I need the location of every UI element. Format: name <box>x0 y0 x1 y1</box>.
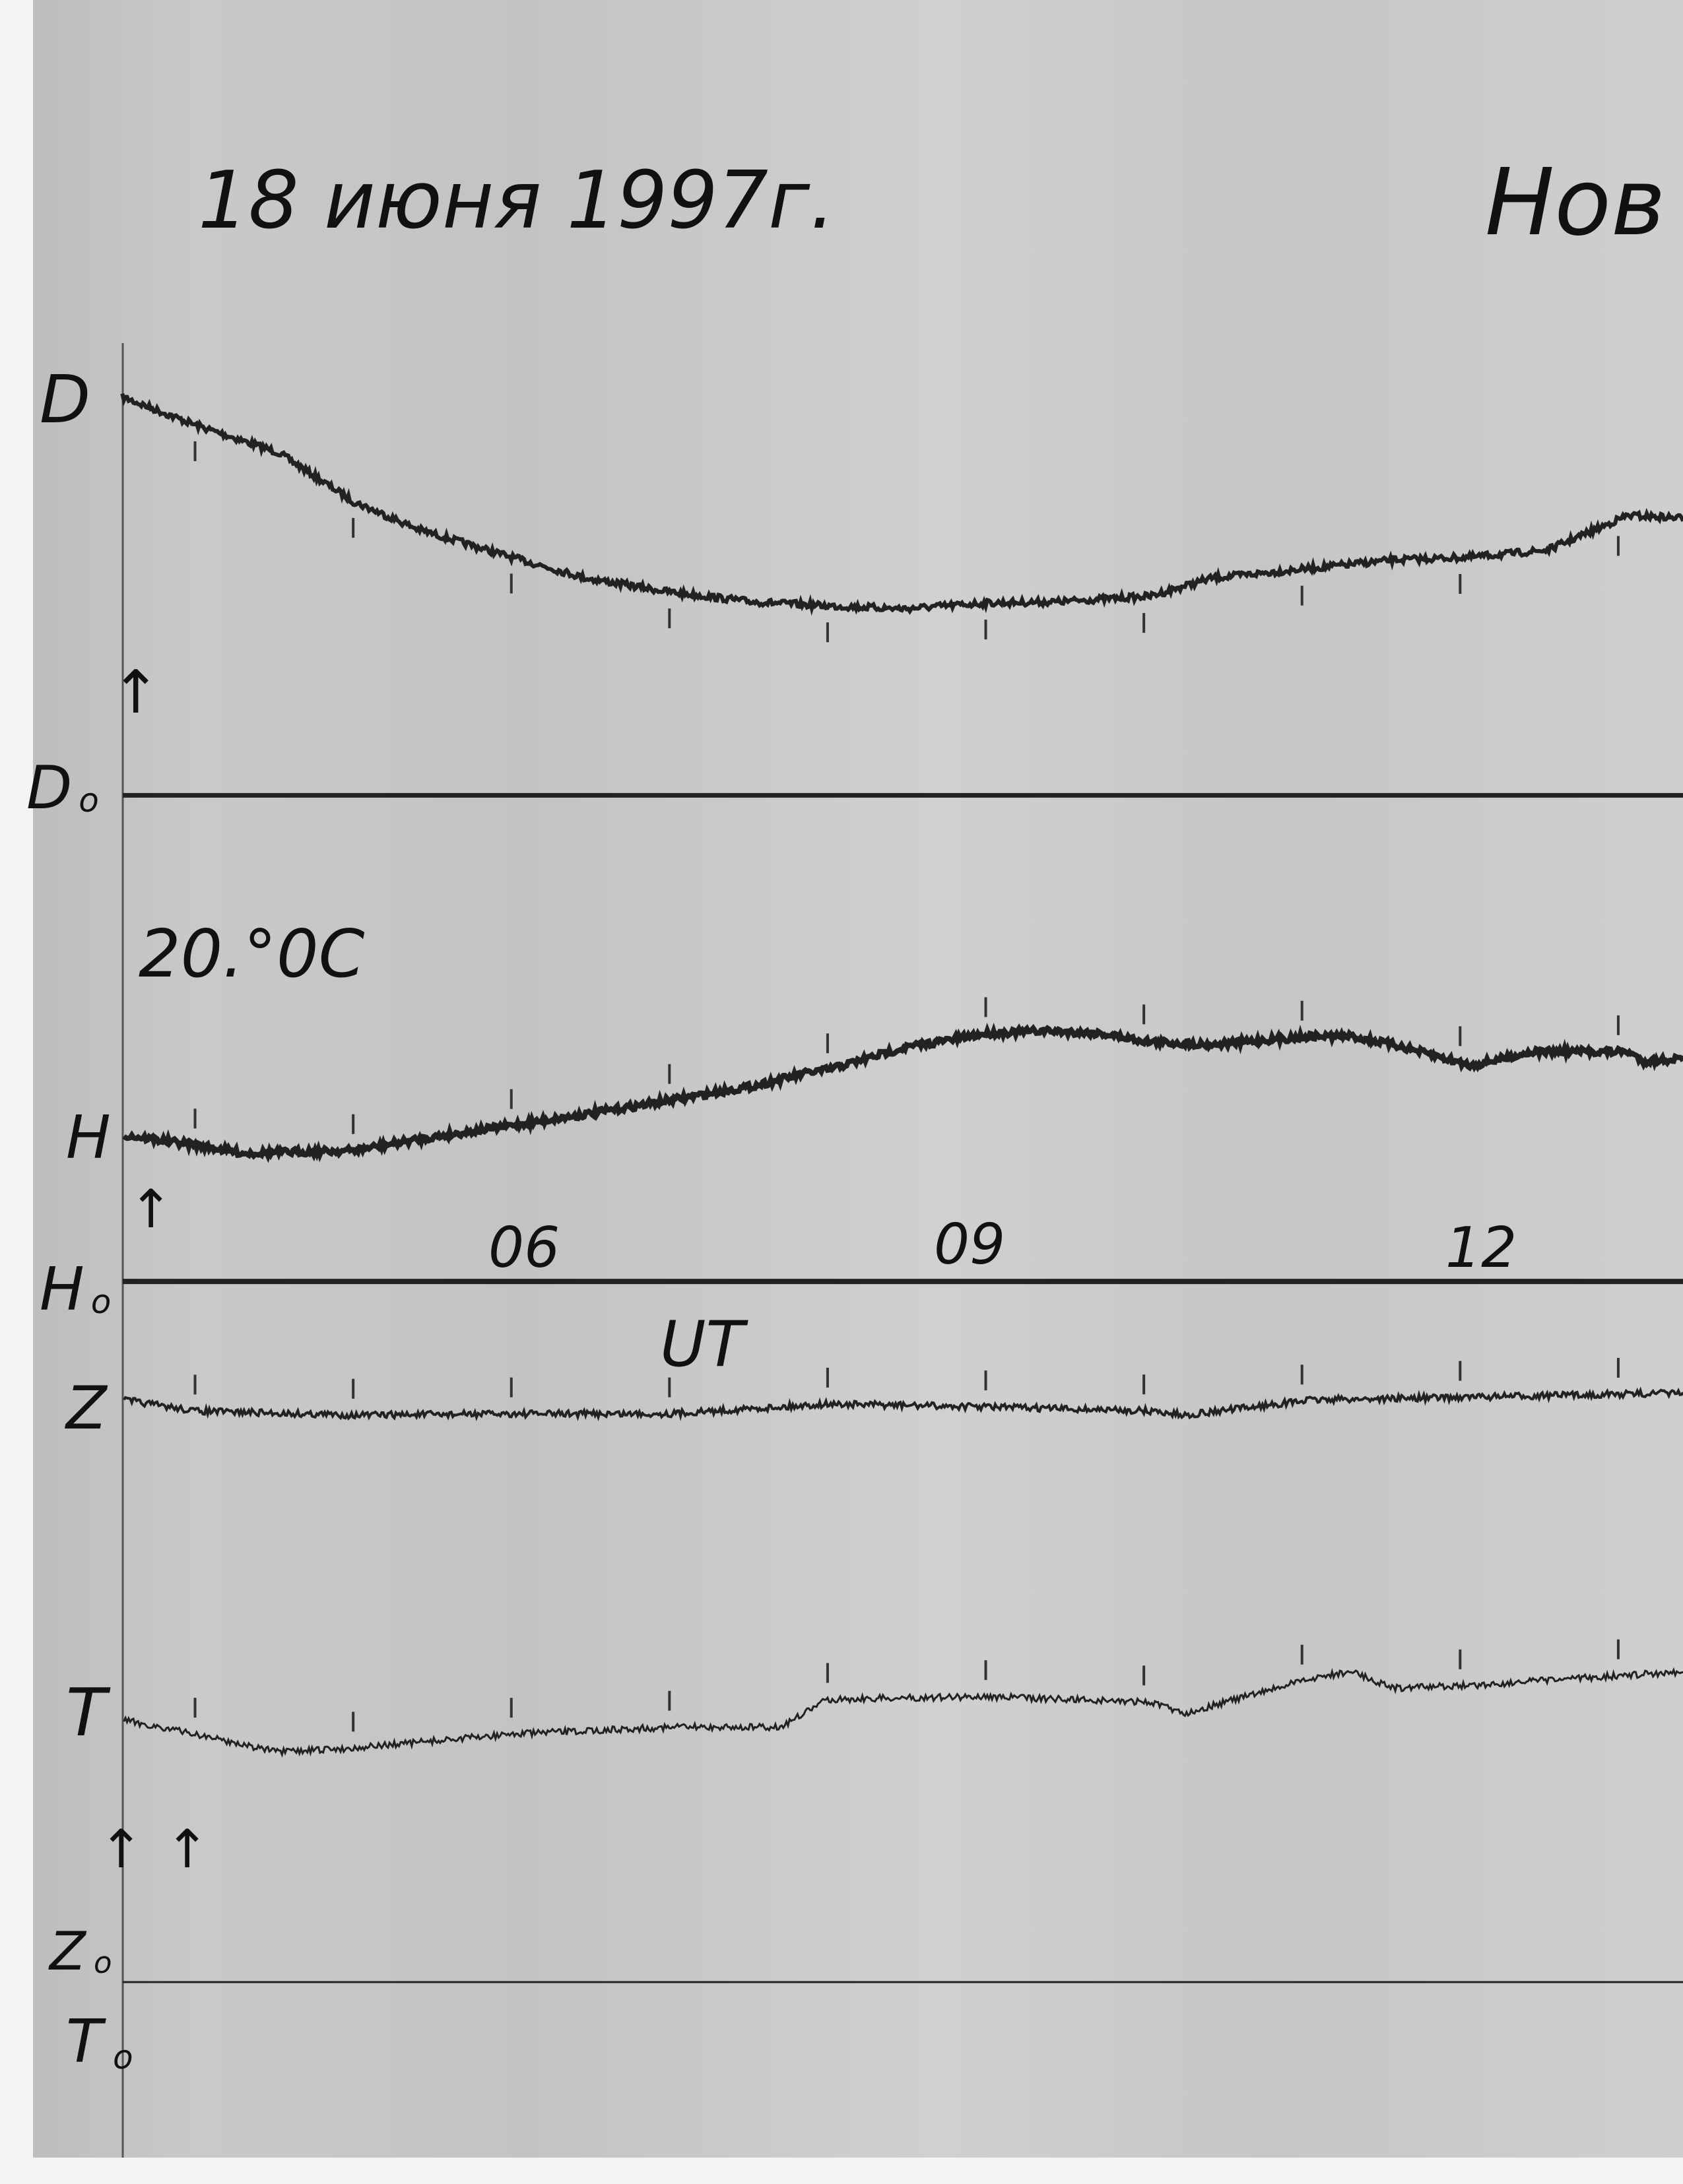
label-D0-sub: o <box>79 781 99 819</box>
trace-Z <box>123 1386 1683 1422</box>
label-Z0-sub: o <box>94 1945 112 1980</box>
arrow-H: ↑ <box>129 1178 173 1240</box>
arrow-T: ↑ <box>165 1818 209 1880</box>
x-tick-06: 06 <box>488 1215 560 1281</box>
label-Z0: Z <box>48 1921 87 1982</box>
label-H0: H <box>40 1255 84 1324</box>
x-tick-09: 09 <box>934 1212 1005 1277</box>
station-name-partial: Нов <box>1485 149 1665 257</box>
label-T: T <box>66 1674 111 1751</box>
arrow-D: ↑ <box>111 658 160 727</box>
label-Z: Z <box>65 1374 108 1443</box>
trace-T <box>123 1667 1683 1758</box>
label-H0-sub: o <box>91 1283 112 1321</box>
x-tick-12: 12 <box>1445 1215 1517 1281</box>
trace-D <box>120 393 1683 616</box>
x-axis-label: UT <box>660 1308 749 1381</box>
label-D0: D <box>26 754 72 823</box>
label-T0-sub: o <box>113 2038 133 2076</box>
arrow-Z: ↑ <box>99 1818 143 1880</box>
chart-title-date: 18 июня 1997г. <box>198 155 835 247</box>
trace-H <box>122 1022 1683 1163</box>
magnetogram-sheet <box>33 0 1683 2158</box>
label-T0: T <box>66 2007 106 2076</box>
label-D: D <box>40 361 90 438</box>
label-H: H <box>66 1103 111 1172</box>
temperature-note: 20.°0C <box>139 915 365 992</box>
